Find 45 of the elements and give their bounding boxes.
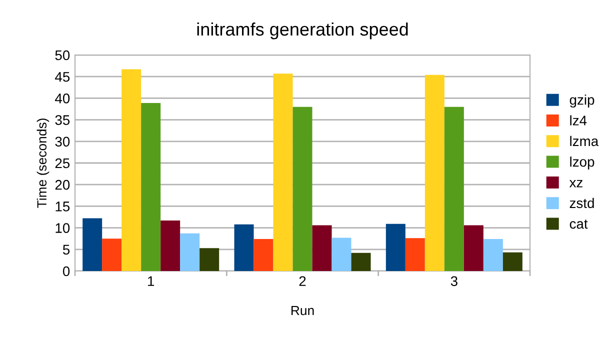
bar bbox=[234, 224, 254, 271]
bar bbox=[254, 239, 274, 271]
x-tick-label: 2 bbox=[299, 276, 306, 286]
x-axis-title: Run bbox=[291, 306, 314, 316]
y-tick-label: 0 bbox=[62, 266, 70, 276]
bar bbox=[200, 248, 220, 271]
x-tick-label: 1 bbox=[148, 276, 154, 286]
y-tick-label: 5 bbox=[62, 244, 70, 255]
bar bbox=[82, 218, 102, 271]
bar bbox=[444, 106, 464, 271]
bar bbox=[386, 224, 406, 271]
y-tick-label: 45 bbox=[55, 72, 70, 82]
bar bbox=[502, 252, 522, 271]
bar bbox=[292, 106, 312, 271]
bar bbox=[180, 233, 200, 271]
bar bbox=[102, 238, 122, 271]
bar bbox=[483, 239, 503, 271]
legend-label: gzip bbox=[570, 94, 594, 108]
bar bbox=[312, 225, 332, 271]
y-tick-label: 30 bbox=[55, 136, 70, 147]
legend-label: lzop bbox=[570, 156, 594, 170]
bar bbox=[122, 69, 142, 271]
bar bbox=[464, 225, 484, 271]
y-tick-label: 40 bbox=[55, 94, 70, 104]
legend-label: xz bbox=[569, 180, 582, 188]
y-tick-label: 50 bbox=[55, 50, 70, 60]
y-tick-label: 20 bbox=[55, 180, 70, 190]
bar bbox=[160, 220, 180, 271]
y-tick-label: 25 bbox=[55, 158, 70, 168]
bar bbox=[141, 102, 161, 271]
bar bbox=[351, 252, 371, 271]
bar bbox=[424, 74, 444, 271]
chart-title: initramfs generation speed bbox=[197, 22, 408, 40]
bar bbox=[405, 238, 425, 271]
legend-label: lzma bbox=[570, 136, 599, 146]
legend-label: zstd bbox=[570, 198, 594, 208]
bar bbox=[273, 74, 293, 271]
legend-label: cat bbox=[570, 220, 588, 229]
y-axis-title: Time (seconds) bbox=[36, 118, 50, 208]
y-tick-label: 10 bbox=[56, 223, 70, 233]
legend-label: lz4 bbox=[570, 115, 587, 126]
x-tick-label: 3 bbox=[450, 276, 458, 286]
y-tick-label: 35 bbox=[55, 115, 70, 125]
y-tick-label: 15 bbox=[56, 202, 70, 212]
bar bbox=[332, 238, 352, 271]
